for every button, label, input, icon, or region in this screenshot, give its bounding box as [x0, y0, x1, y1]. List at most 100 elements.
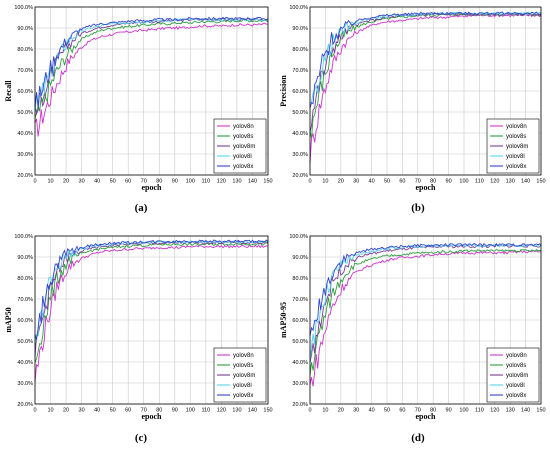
x-tick-label: 130 — [506, 408, 515, 414]
y-tick-label: 100.0% — [14, 234, 33, 240]
y-tick-label: 90.0% — [292, 255, 308, 261]
legend-label-yolov8m: yolov8m — [233, 144, 255, 150]
legend-label-yolov8m: yolov8m — [506, 373, 528, 379]
y-tick-label: 30.0% — [17, 152, 33, 158]
x-tick-label: 140 — [248, 179, 257, 185]
y-tick-label: 50.0% — [17, 339, 33, 345]
x-tick-label: 40 — [94, 408, 100, 414]
y-axis-label: Recall — [4, 80, 13, 102]
y-tick-label: 40.0% — [292, 131, 308, 137]
x-tick-label: 120 — [490, 179, 499, 185]
y-tick-label: 90.0% — [17, 255, 33, 261]
x-tick-label: 10 — [47, 179, 53, 185]
x-tick-label: 20 — [63, 408, 69, 414]
y-tick-label: 20.0% — [17, 402, 33, 408]
legend-label-yolov8x: yolov8x — [233, 164, 253, 170]
legend-label-yolov8l: yolov8l — [506, 154, 525, 160]
x-tick-label: 50 — [110, 408, 116, 414]
x-tick-label: 30 — [79, 408, 85, 414]
x-tick-label: 150 — [263, 408, 272, 414]
y-tick-label: 80.0% — [292, 276, 308, 282]
x-tick-label: 60 — [399, 179, 405, 185]
x-tick-label: 90 — [446, 408, 452, 414]
y-tick-label: 80.0% — [17, 47, 33, 53]
y-tick-label: 50.0% — [292, 110, 308, 116]
y-tick-label: 40.0% — [17, 360, 33, 366]
x-tick-label: 110 — [475, 408, 484, 414]
y-tick-label: 50.0% — [292, 339, 308, 345]
legend-label-yolov8s: yolov8s — [233, 363, 253, 369]
legend-label-yolov8x: yolov8x — [233, 393, 253, 399]
x-tick-label: 60 — [125, 179, 131, 185]
y-tick-label: 50.0% — [17, 110, 33, 116]
x-tick-label: 150 — [263, 179, 272, 185]
x-tick-label: 110 — [475, 179, 484, 185]
x-tick-label: 130 — [232, 408, 241, 414]
legend-label-yolov8s: yolov8s — [233, 134, 253, 140]
x-tick-label: 110 — [201, 179, 210, 185]
x-tick-label: 40 — [369, 179, 375, 185]
x-tick-label: 40 — [94, 179, 100, 185]
legend-label-yolov8n: yolov8n — [233, 353, 254, 359]
legend-label-yolov8l: yolov8l — [506, 383, 525, 389]
x-tick-label: 90 — [446, 179, 452, 185]
x-tick-label: 60 — [125, 408, 131, 414]
x-tick-label: 100 — [186, 408, 195, 414]
panel-caption-d: (d) — [411, 432, 425, 444]
y-tick-label: 90.0% — [292, 26, 308, 32]
x-tick-label: 130 — [506, 179, 515, 185]
y-tick-label: 100.0% — [289, 234, 308, 240]
y-axis-label: mAP50-95 — [279, 302, 288, 338]
x-tick-label: 20 — [338, 179, 344, 185]
y-tick-label: 70.0% — [17, 68, 33, 74]
x-tick-label: 120 — [217, 179, 226, 185]
y-axis-label: mAP50 — [4, 307, 13, 332]
x-axis-label: epoch — [416, 183, 437, 192]
legend-label-yolov8s: yolov8s — [506, 134, 526, 140]
legend-label-yolov8s: yolov8s — [506, 363, 526, 369]
x-tick-label: 140 — [521, 408, 530, 414]
x-tick-label: 150 — [536, 179, 545, 185]
panel-caption-a: (a) — [135, 202, 148, 214]
y-tick-label: 30.0% — [292, 152, 308, 158]
x-tick-label: 90 — [172, 408, 178, 414]
x-tick-label: 20 — [338, 408, 344, 414]
x-axis-label: epoch — [416, 412, 437, 421]
x-tick-label: 10 — [47, 408, 53, 414]
x-tick-label: 90 — [172, 179, 178, 185]
legend-label-yolov8l: yolov8l — [233, 383, 252, 389]
y-tick-label: 70.0% — [17, 297, 33, 303]
y-tick-label: 60.0% — [292, 318, 308, 324]
panel-caption-c: (c) — [135, 432, 148, 444]
y-tick-label: 60.0% — [292, 89, 308, 95]
x-tick-label: 140 — [248, 408, 257, 414]
x-tick-label: 140 — [521, 179, 530, 185]
x-tick-label: 0 — [33, 179, 36, 185]
x-tick-label: 100 — [186, 179, 195, 185]
legend-label-yolov8m: yolov8m — [233, 373, 255, 379]
y-tick-label: 40.0% — [17, 131, 33, 137]
panel-caption-b: (b) — [411, 202, 425, 214]
x-tick-label: 0 — [308, 408, 311, 414]
y-tick-label: 30.0% — [17, 381, 33, 387]
x-tick-label: 130 — [232, 179, 241, 185]
y-tick-label: 20.0% — [17, 173, 33, 179]
x-tick-label: 50 — [384, 408, 390, 414]
x-tick-label: 60 — [399, 408, 405, 414]
x-tick-label: 50 — [384, 179, 390, 185]
x-tick-label: 100 — [459, 179, 468, 185]
x-tick-label: 100 — [459, 408, 468, 414]
x-tick-label: 30 — [79, 179, 85, 185]
legend-label-yolov8l: yolov8l — [233, 154, 252, 160]
y-tick-label: 40.0% — [292, 360, 308, 366]
x-tick-label: 20 — [63, 179, 69, 185]
x-tick-label: 40 — [369, 408, 375, 414]
x-tick-label: 10 — [322, 179, 328, 185]
x-tick-label: 30 — [353, 179, 359, 185]
x-axis-label: epoch — [142, 183, 163, 192]
y-tick-label: 60.0% — [17, 89, 33, 95]
x-tick-label: 0 — [308, 179, 311, 185]
y-tick-label: 80.0% — [17, 276, 33, 282]
x-tick-label: 110 — [201, 408, 210, 414]
